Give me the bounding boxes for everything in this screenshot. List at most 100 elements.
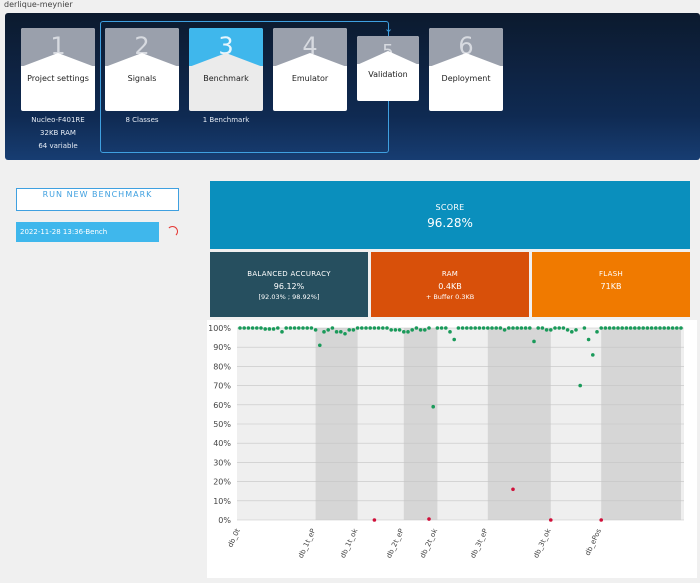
data-point-ok — [326, 328, 330, 332]
data-point-ok — [670, 326, 675, 330]
flash-title: FLASH — [598, 270, 624, 278]
data-point-ok — [423, 328, 427, 332]
data-point-ok — [402, 330, 406, 334]
ram-title: RAM — [441, 270, 459, 278]
data-point-ok — [364, 326, 368, 330]
data-point-ok — [511, 326, 515, 330]
data-point-ok — [557, 326, 561, 330]
data-point-ok — [418, 328, 423, 332]
data-point-ok — [355, 326, 360, 330]
data-point-ok — [532, 339, 536, 344]
x-tick-label: db_ePos — [584, 527, 603, 557]
data-point-ok — [679, 326, 683, 330]
data-point-ok — [334, 330, 339, 334]
x-tick-label: db_3t_eP — [469, 527, 490, 559]
step-label: Deployment — [441, 74, 491, 83]
signals-info: 8 Classes — [125, 116, 159, 124]
accuracy-scatter-plot: 0% 10% 20% 30% 40% 50% 60% 70% 80% 90% 100% db_0t db… — [208, 324, 684, 560]
y-tick-label: 90% — [213, 343, 231, 352]
data-point-ok — [612, 326, 616, 330]
accuracy-value: 96.12% — [273, 282, 305, 291]
data-point-ok — [376, 326, 381, 330]
step-number: 3 — [218, 32, 234, 60]
data-point-ok — [473, 326, 478, 330]
y-tick-label: 70% — [213, 382, 231, 391]
data-point-ok — [574, 328, 578, 332]
data-point-ok — [591, 353, 595, 357]
data-point-ok — [465, 326, 469, 330]
data-point-ok — [343, 331, 347, 336]
arrow-down-icon: ↓ — [384, 22, 394, 35]
data-point-ok — [263, 327, 267, 331]
x-tick-label: db_1t_eP — [297, 527, 318, 559]
flash-tile: FLASH 71KB — [532, 252, 690, 317]
flash-value: 71KB — [600, 282, 622, 291]
step-number: 5 — [382, 41, 394, 62]
data-point-ok — [519, 326, 524, 330]
data-point-ok — [259, 326, 263, 330]
data-point-ok — [675, 326, 679, 330]
data-point-ok — [271, 327, 276, 331]
data-point-ok — [578, 383, 582, 388]
variable-count: 64 variable — [38, 142, 78, 150]
y-tick-label: 30% — [213, 458, 231, 467]
y-tick-label: 20% — [213, 478, 231, 487]
data-point-ok — [654, 326, 658, 330]
data-point-ok — [549, 328, 553, 332]
data-point-ok — [595, 330, 599, 334]
data-point-ok — [628, 326, 633, 330]
data-point-ok — [515, 326, 519, 330]
data-point-ok — [666, 326, 671, 330]
step-benchmark[interactable]: 3 Benchmark — [189, 28, 263, 111]
data-point-ok — [586, 337, 591, 342]
data-point-ok — [360, 326, 364, 330]
step-label: Emulator — [291, 74, 329, 83]
data-point-ok — [385, 326, 389, 330]
y-tick-label: 0% — [218, 516, 231, 525]
data-point-ok — [414, 326, 419, 330]
y-tick-label: 10% — [213, 497, 231, 506]
benchmark-list-item[interactable]: 2022-11-28 13:36-Bench — [16, 222, 159, 242]
y-tick-label: 50% — [213, 420, 231, 429]
data-point-ok — [599, 326, 603, 330]
data-point-ok — [250, 326, 255, 330]
step-label: Signals — [127, 74, 157, 83]
data-point-ok — [276, 326, 280, 330]
x-tick-label: db_0t — [226, 527, 242, 548]
step-label: Validation — [368, 70, 408, 79]
step-project-settings[interactable]: 1 Project settings — [21, 28, 95, 111]
data-point-ok — [351, 328, 356, 332]
step-signals[interactable]: 2 Signals — [105, 28, 179, 111]
data-point-ok — [494, 326, 499, 330]
data-point-ok — [435, 326, 440, 330]
data-point-ok — [452, 337, 456, 342]
y-tick-label: 40% — [213, 439, 231, 448]
step-deployment[interactable]: 6 Deployment — [429, 28, 503, 111]
data-point-fail — [549, 518, 553, 522]
step-emulator[interactable]: 4 Emulator — [273, 28, 347, 111]
run-new-benchmark-button[interactable]: RUN NEW BENCHMARK — [16, 188, 179, 211]
data-point-ok — [507, 326, 511, 330]
data-point-ok — [662, 326, 666, 330]
benchmark-list-panel — [5, 175, 207, 583]
step-validation[interactable]: 5 Validation — [357, 36, 419, 101]
data-point-ok — [397, 328, 402, 332]
data-point-ok — [528, 326, 532, 330]
step-number: 4 — [302, 32, 318, 60]
data-point-ok — [389, 328, 393, 332]
step-number: 2 — [134, 32, 150, 60]
data-point-ok — [481, 326, 486, 330]
data-point-ok — [280, 330, 284, 334]
data-point-ok — [330, 326, 335, 330]
data-point-ok — [603, 326, 608, 330]
y-tick-label: 60% — [213, 401, 231, 410]
data-point-ok — [267, 327, 272, 331]
data-point-ok — [469, 326, 473, 330]
data-point-ok — [620, 326, 624, 330]
data-point-ok — [607, 326, 612, 330]
x-tick-label: db_2t_eP — [385, 527, 406, 559]
data-point-ok — [658, 326, 662, 330]
data-point-ok — [624, 326, 629, 330]
data-point-fail — [511, 487, 515, 492]
data-point-ok — [553, 326, 557, 330]
